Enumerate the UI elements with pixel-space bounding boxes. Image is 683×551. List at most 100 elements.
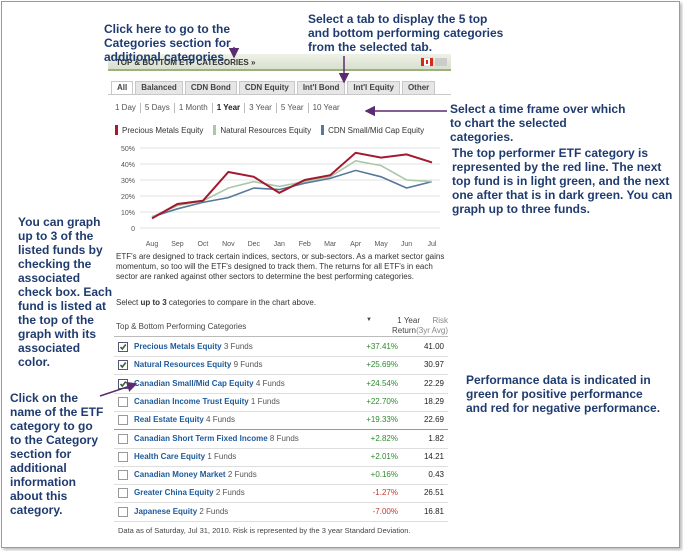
risk-value: 0.43 [428,470,444,480]
footer-note: Data as of Saturday, Jul 31, 2010. Risk … [118,526,411,535]
category-cell: Natural Resources Equity 9 Funds [134,360,263,369]
fund-count: 2 Funds [227,470,257,480]
category-cell: Health Care Equity 1 Funds [134,452,236,461]
risk-value: 1.82 [428,433,444,443]
flag-icons [421,57,447,67]
x-tick-label: Aug [146,241,159,248]
annotation: Click here to go to the Categories secti… [104,22,231,64]
legend-label: CDN Small/Mid Cap Equity [328,125,425,135]
category-cell: Precious Metals Equity 3 Funds [134,342,253,351]
tab-bar: All Balanced CDN Bond CDN Equity Int'l Bond I… [111,81,436,95]
tab[interactable]: CDN Equity [238,81,295,95]
legend-item: CDN Small/Mid Cap Equity [321,125,424,135]
y-tick-label: 0 [131,226,135,233]
time-frame[interactable]: 10 Year [307,103,344,113]
return-value: +22.70% [366,396,398,406]
checkbox[interactable] [118,360,128,371]
y-tick-label: 20% [121,194,135,201]
category-cell: Canadian Short Term Fixed Income 8 Funds [134,434,299,443]
y-tick-label: 40% [121,162,135,169]
checkbox[interactable] [118,433,128,444]
checkbox[interactable] [118,415,128,426]
category-name[interactable]: Canadian Small/Mid Cap Equity [134,378,254,388]
description: ETF's are designed to track certain indi… [116,252,445,281]
checkbox[interactable] [118,470,128,481]
fund-count: 1 Funds [207,451,237,461]
column-header[interactable]: 1 Year [397,316,420,325]
x-tick-label: Sep [171,241,184,248]
x-tick-label: Apr [350,241,362,248]
category-name[interactable]: Canadian Income Trust Equity [134,396,249,406]
table-row: Canadian Income Trust Equity 1 Funds +22.… [114,393,448,412]
tab[interactable]: CDN Bond [184,81,237,95]
table-row: Precious Metals Equity 3 Funds +37.41% 41.… [114,338,448,357]
fund-count: 2 Funds [199,506,229,516]
return-value: -7.00% [372,506,398,516]
annotation: You can graph up to 3 of the listed fund… [18,215,113,369]
risk-value: 16.81 [423,506,444,516]
fund-count: 9 Funds [233,360,263,370]
annotation: Select a time frame over which to chart … [450,102,626,144]
annotation: The top performer ETF category is repres… [452,146,673,216]
checkbox[interactable] [118,506,128,517]
instruction: Select up to 3 categories to compare in … [116,298,316,307]
time-frame[interactable]: 5 Year [275,103,308,113]
category-name[interactable]: Health Care Equity [134,451,206,461]
category-name[interactable]: Natural Resources Equity [134,360,232,370]
series-line [151,169,433,218]
x-tick-label: Jul [428,241,437,248]
checkbox[interactable] [118,396,128,407]
category-cell: Japanese Equity 2 Funds [134,507,228,516]
fund-count: 8 Funds [269,433,299,443]
tab[interactable]: Int'l Bond [296,81,346,95]
category-name[interactable]: Real Estate Equity [134,415,204,425]
time-frame[interactable]: 3 Year [244,103,276,113]
series-line [151,159,433,218]
tab[interactable]: All [111,81,134,95]
category-name[interactable]: Precious Metals Equity [134,342,222,351]
risk-value: 30.97 [423,360,444,370]
annotation: Performance data is indicated in green f… [466,373,661,415]
legend-label: Precious Metals Equity [122,125,204,135]
section-title[interactable]: TOP & BOTTOM ETF CATEGORIES » [108,54,451,71]
table-row: Canadian Short Term Fixed Income 8 Funds… [114,430,448,449]
checkbox[interactable] [118,451,128,462]
tab[interactable]: Int'l Equity [347,81,400,95]
column-header[interactable]: (3yr Avg) [416,326,448,335]
fund-count: 3 Funds [223,342,253,351]
risk-value: 22.69 [423,415,444,425]
category-name[interactable]: Greater China Equity [134,488,214,498]
time-frame[interactable]: 5 Days [139,103,174,113]
checkbox[interactable] [118,342,128,352]
category-name[interactable]: Canadian Short Term Fixed Income [134,433,268,443]
series-line [151,151,433,220]
instruction-part: up to 3 [140,298,167,307]
checkbox[interactable] [118,488,128,499]
return-value: +0.16% [370,470,398,480]
return-value: +37.41% [366,342,398,351]
time-frame[interactable]: 1 Day [115,103,136,112]
category-name[interactable]: Japanese Equity [134,506,198,516]
legend-label: Natural Resources Equity [220,125,312,135]
risk-value: 14.21 [423,451,444,461]
y-tick-label: 30% [121,178,135,185]
category-name[interactable]: Canadian Money Market [134,470,226,480]
x-tick-label: Oct [197,241,208,248]
x-tick-label: May [374,241,388,248]
tab[interactable]: Other [401,81,436,95]
return-value: -1.27% [372,488,398,498]
risk-value: 18.29 [423,396,444,406]
table-row: Canadian Small/Mid Cap Equity 4 Funds +24… [114,375,448,394]
risk-value: 41.00 [423,342,444,351]
category-cell: Real Estate Equity 4 Funds [134,415,235,424]
tab[interactable]: Balanced [135,81,183,95]
risk-value: 26.51 [423,488,444,498]
table-row: Real Estate Equity 4 Funds +19.33% 22.69 [114,411,448,431]
column-header[interactable]: Return [391,326,416,335]
time-frame[interactable]: 1 Year [211,103,244,113]
column-header[interactable]: Risk [432,316,448,325]
time-frame[interactable]: 1 Month [173,103,212,113]
checkbox[interactable] [118,378,128,389]
category-cell: Canadian Income Trust Equity 1 Funds [134,397,280,406]
